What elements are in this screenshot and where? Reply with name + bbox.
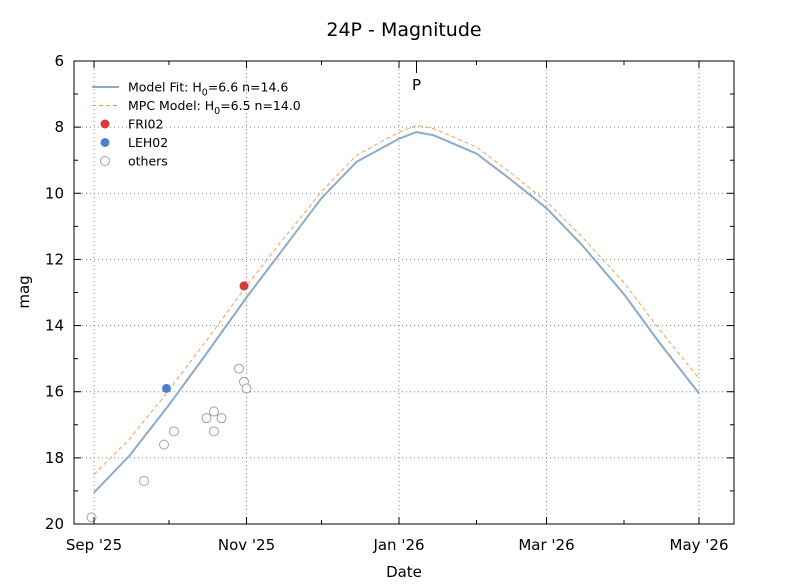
y-tick-label: 6 (54, 52, 64, 70)
legend-label-others: others (128, 154, 168, 169)
others-point (234, 363, 244, 374)
y-tick-label: 18 (45, 449, 64, 467)
y-tick-label: 8 (54, 118, 64, 136)
others-point (209, 406, 219, 417)
y-tick-label: 12 (45, 250, 64, 268)
legend-swatch-fri02 (100, 119, 110, 129)
legend-swatch-others (100, 156, 110, 166)
others-point (201, 413, 212, 424)
legend-label-leh02: LEH02 (128, 135, 168, 150)
others-point (216, 413, 227, 424)
mpc-model-line (93, 125, 700, 475)
plot-area (86, 125, 700, 523)
fri02-point (239, 281, 249, 291)
y-axis-label: mag (15, 275, 33, 308)
x-tick-label: Jan '26 (372, 536, 424, 554)
y-tick-label: 14 (45, 317, 64, 335)
others-point (139, 476, 149, 487)
chart-title: 24P - Magnitude (326, 19, 481, 41)
y-tick-label: 16 (45, 383, 64, 401)
model-fit-line (93, 131, 700, 494)
leh02-point (162, 383, 171, 393)
legend-label-model-fit: Model Fit: H0=6.6 n=14.6 (128, 80, 288, 99)
y-tick-label: 20 (45, 515, 64, 533)
x-tick-label: Mar '26 (518, 536, 574, 554)
legend-swatch-leh02 (100, 138, 110, 147)
others-point (86, 512, 97, 523)
others-point (169, 426, 179, 437)
legend-label-mpc-model: MPC Model: H0=6.5 n=14.0 (128, 98, 301, 117)
legend-label-fri02: FRI02 (128, 117, 163, 132)
perihelion-label: P (412, 76, 421, 94)
x-tick-label: May '26 (670, 536, 729, 554)
x-tick-label: Sep '25 (66, 536, 122, 554)
others-point (241, 383, 252, 394)
others-point (159, 439, 169, 450)
others-point (209, 426, 219, 437)
x-tick-label: Nov '25 (218, 536, 275, 554)
x-axis-label: Date (386, 563, 422, 581)
y-tick-label: 10 (45, 184, 64, 202)
